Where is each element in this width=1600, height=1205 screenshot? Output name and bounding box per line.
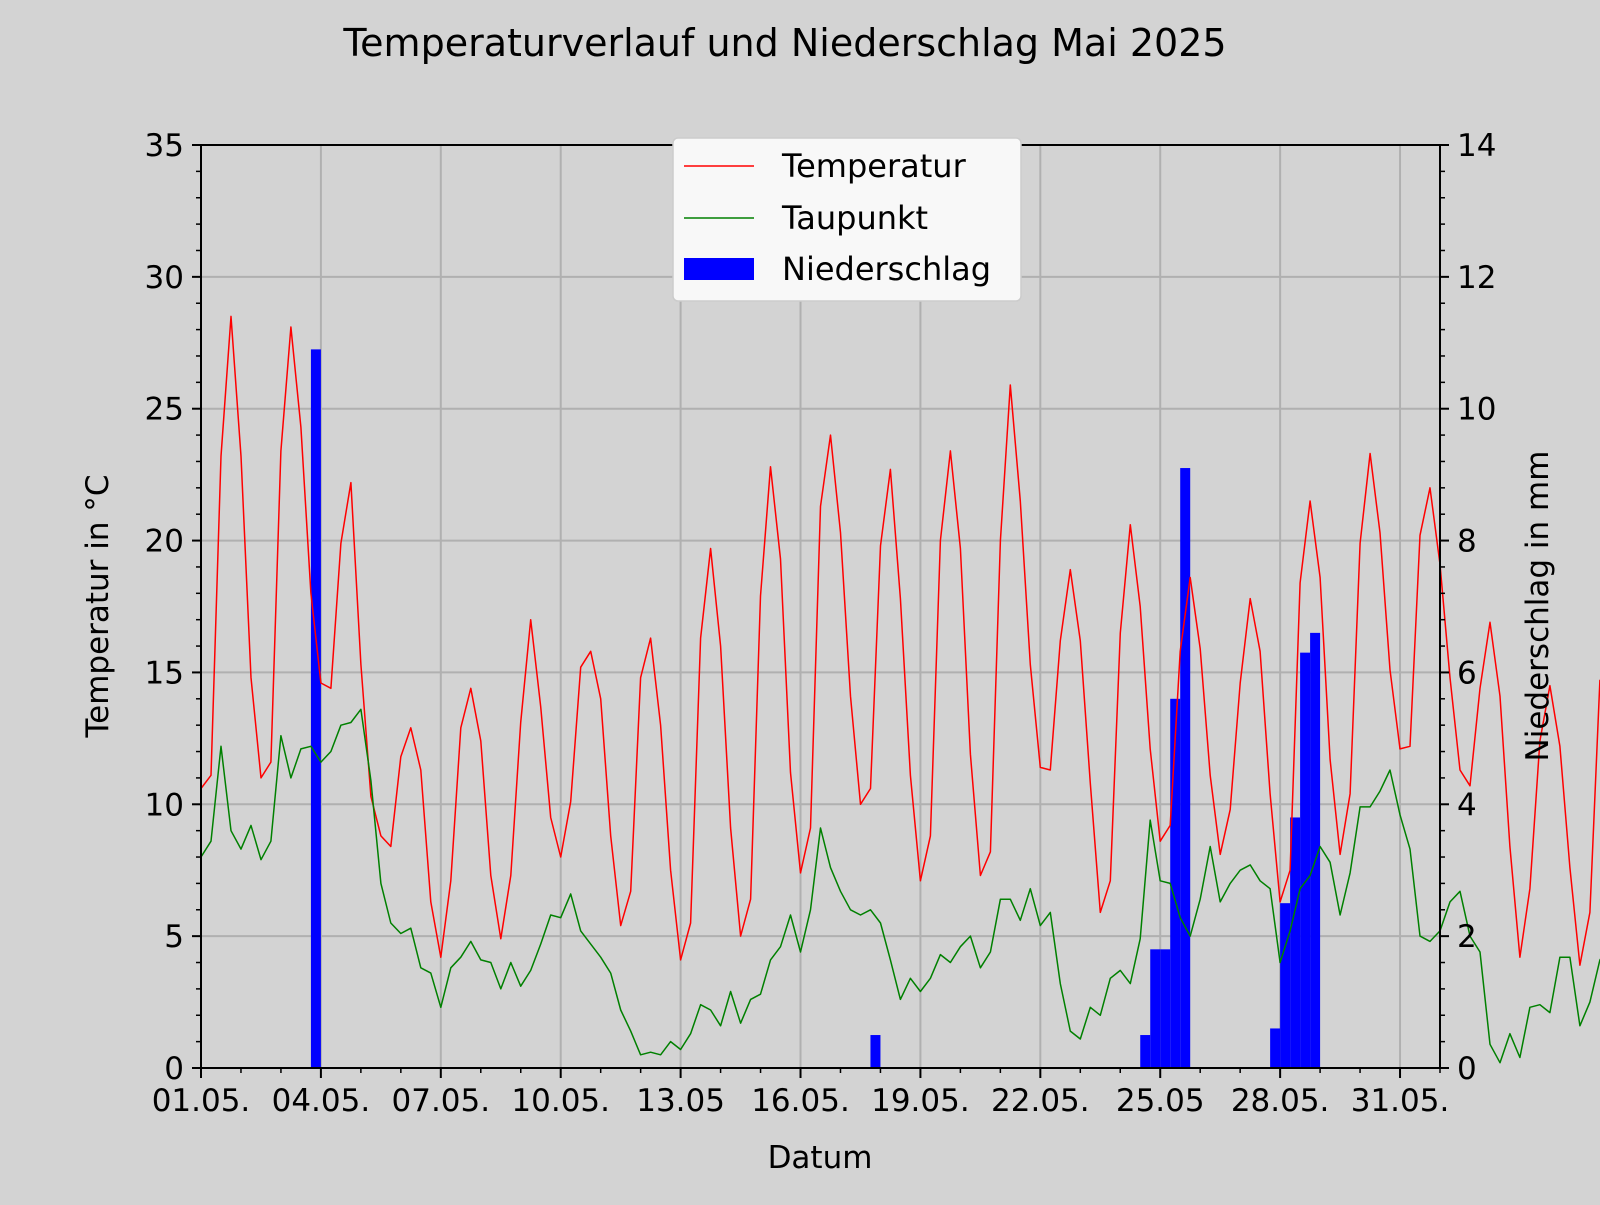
x-tick-label: 28.05.	[1231, 1083, 1330, 1119]
y-tick-label-left: 5	[164, 919, 184, 955]
x-tick-label: 10.05.	[511, 1083, 610, 1119]
x-tick-label: 22.05.	[991, 1083, 1090, 1119]
series-line-temperatur	[200, 315, 1600, 966]
x-tick-label: 19.05.	[871, 1083, 970, 1119]
series-line-taupunkt	[200, 708, 1600, 1064]
y-tick-label-right: 6	[1457, 655, 1477, 691]
y-tick-label-right: 0	[1457, 1051, 1477, 1087]
precipitation-bar	[1300, 652, 1311, 1068]
y-tick-label-right: 8	[1457, 524, 1477, 560]
y-tick-label-right: 4	[1457, 787, 1477, 823]
precipitation-bar	[1150, 949, 1161, 1068]
y-axis-label-left: Temperatur in °C	[80, 474, 116, 738]
y-tick-label-left: 10	[145, 787, 184, 823]
precipitation-bar	[1280, 903, 1291, 1068]
grid	[201, 145, 1440, 1068]
precipitation-bar	[1180, 468, 1191, 1068]
precipitation-bar	[1170, 698, 1181, 1068]
x-tick-label: 04.05.	[272, 1083, 371, 1119]
precipitation-bar	[310, 349, 321, 1069]
y-tick-label-left: 35	[145, 128, 184, 164]
y-tick-label-right: 12	[1457, 260, 1496, 296]
y-axis-label-right: Niederschlag in mm	[1520, 451, 1556, 762]
axes: 0 5 10 15 20 25 30 35 0 2 4 6 8 10 12 14 01.05. 04.05. 07.…	[145, 128, 1497, 1119]
precipitation-bar	[1160, 949, 1171, 1068]
y-tick-label-left: 25	[145, 392, 184, 428]
y-tick-label-left: 20	[145, 524, 184, 560]
x-tick-label: 16.05.	[751, 1083, 850, 1119]
legend: Temperatur Taupunkt Niederschlag	[672, 137, 1022, 302]
chart-title: Temperaturverlauf und Niederschlag Mai 2…	[342, 21, 1226, 65]
y-tick-label-left: 15	[145, 655, 184, 691]
x-axis-label: Datum	[768, 1140, 873, 1176]
y-tick-label-left: 30	[145, 260, 184, 296]
x-tick-label: 13.05	[636, 1083, 725, 1119]
precipitation-bar	[1290, 817, 1301, 1068]
x-tick-label: 01.05.	[152, 1083, 251, 1119]
y-tick-label-left: 0	[164, 1051, 184, 1087]
legend-box	[672, 137, 1022, 302]
y-tick-label-right: 10	[1457, 392, 1496, 428]
precipitation-bar	[1140, 1035, 1151, 1068]
line-series	[200, 315, 1600, 1064]
x-tick-label: 31.05.	[1351, 1083, 1450, 1119]
precipitation-bar	[1270, 1028, 1281, 1068]
precipitation-bar	[1310, 632, 1321, 1068]
x-tick-label: 25.05	[1116, 1083, 1205, 1119]
y-tick-label-right: 14	[1457, 128, 1496, 164]
precipitation-bars	[310, 349, 1321, 1069]
y-tick-label-right: 2	[1457, 919, 1477, 955]
legend-swatch-niederschlag	[684, 258, 754, 280]
legend-label-temperatur: Temperatur	[781, 147, 967, 185]
x-tick-label: 07.05.	[392, 1083, 491, 1119]
legend-label-taupunkt: Taupunkt	[781, 199, 928, 237]
legend-label-niederschlag: Niederschlag	[782, 250, 991, 288]
precipitation-bar	[870, 1035, 881, 1068]
